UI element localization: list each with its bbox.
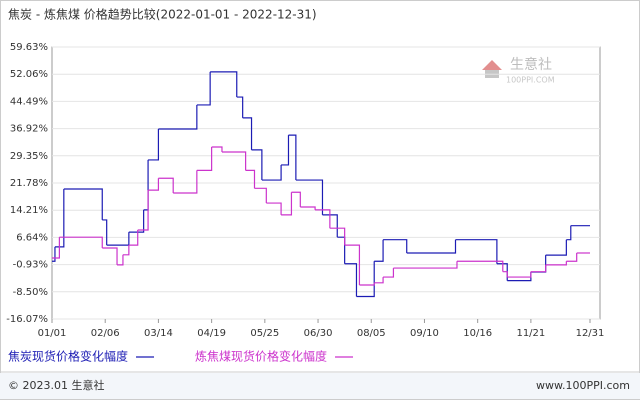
y-tick-label: 44.49% bbox=[10, 96, 48, 107]
series-line bbox=[236, 96, 244, 118]
series-line bbox=[211, 146, 223, 153]
series-line bbox=[148, 178, 160, 191]
y-tick-label: 6.64% bbox=[16, 232, 48, 243]
legend-label: 焦炭现货价格变化幅度 bbox=[8, 349, 128, 364]
series-line bbox=[295, 179, 324, 215]
series-line bbox=[545, 239, 567, 256]
x-tick-label: 10/16 bbox=[463, 328, 492, 339]
series-line bbox=[196, 146, 213, 171]
series-line bbox=[545, 261, 567, 266]
y-tick-label: -0.93% bbox=[13, 260, 48, 271]
x-tick-label: 02/06 bbox=[91, 328, 120, 339]
series-line bbox=[322, 214, 338, 238]
legend-label: 炼焦煤现货价格变化幅度 bbox=[195, 349, 327, 364]
series-line bbox=[566, 252, 578, 262]
series-line bbox=[102, 247, 118, 265]
x-tick-label: 05/25 bbox=[250, 328, 279, 339]
series-line bbox=[455, 239, 498, 264]
series-line bbox=[254, 187, 267, 204]
series-line bbox=[158, 104, 198, 130]
series-line bbox=[242, 117, 253, 150]
series-line bbox=[507, 271, 532, 278]
series-line bbox=[281, 135, 290, 166]
x-tick-label: 08/05 bbox=[357, 328, 386, 339]
series-line bbox=[359, 282, 375, 286]
series-line bbox=[300, 206, 316, 210]
x-tick-label: 09/10 bbox=[410, 328, 439, 339]
series-line bbox=[102, 219, 108, 246]
series-line bbox=[106, 232, 130, 246]
series-line bbox=[281, 192, 293, 216]
y-tick-label: 14.21% bbox=[10, 205, 48, 216]
series-line bbox=[393, 261, 458, 269]
series-line bbox=[329, 227, 346, 246]
y-tick-label: 59.63% bbox=[10, 42, 48, 53]
footer-band bbox=[0, 373, 640, 399]
series-line bbox=[122, 245, 130, 256]
series-line bbox=[383, 268, 395, 278]
series-line bbox=[315, 209, 331, 229]
series-line bbox=[566, 225, 572, 241]
series-line bbox=[148, 129, 160, 161]
series-line bbox=[266, 202, 282, 215]
series-line bbox=[530, 264, 547, 273]
series-line bbox=[173, 170, 198, 194]
x-tick-label: 03/14 bbox=[144, 328, 173, 339]
x-tick-label: 12/31 bbox=[576, 328, 605, 339]
y-tick-label: 21.78% bbox=[10, 178, 48, 189]
series-line bbox=[52, 237, 60, 259]
series-line bbox=[63, 188, 103, 220]
series-line bbox=[383, 239, 408, 253]
footer-url: www.100PPI.com bbox=[536, 379, 630, 392]
series-line bbox=[261, 164, 282, 181]
footer-copyright: © 2023.01 生意社 bbox=[8, 378, 104, 392]
series-line bbox=[374, 239, 384, 262]
series-line bbox=[128, 229, 139, 246]
series-line bbox=[344, 244, 361, 285]
x-tick-label: 11/21 bbox=[516, 328, 545, 339]
series-line bbox=[245, 169, 256, 189]
series-line bbox=[210, 71, 238, 98]
y-tick-label: 36.92% bbox=[10, 124, 48, 135]
watermark-name: 生意社 bbox=[510, 56, 552, 73]
chart-title: 焦炭 - 炼焦煤 价格趋势比较(2022-01-01 - 2022-12-31) bbox=[8, 7, 317, 22]
series-line bbox=[288, 134, 297, 181]
series-line bbox=[196, 71, 211, 106]
series-line bbox=[251, 149, 263, 181]
series-line bbox=[502, 271, 508, 278]
series-line bbox=[54, 189, 65, 248]
y-tick-label: -16.07% bbox=[6, 314, 48, 325]
watermark-logo bbox=[482, 60, 502, 70]
series-line bbox=[128, 209, 145, 233]
series-line bbox=[374, 277, 384, 284]
series-line bbox=[158, 177, 174, 193]
y-tick-label: 29.35% bbox=[10, 151, 48, 162]
series-line bbox=[291, 191, 301, 208]
series-line bbox=[137, 190, 149, 231]
series-line bbox=[456, 260, 504, 272]
y-tick-label: 52.06% bbox=[10, 69, 48, 80]
series-line bbox=[344, 263, 358, 297]
series-line bbox=[59, 236, 103, 248]
series-line bbox=[52, 246, 56, 262]
series-line bbox=[406, 239, 457, 254]
x-tick-label: 06/30 bbox=[304, 328, 333, 339]
x-tick-label: 04/19 bbox=[197, 328, 226, 339]
series-line bbox=[117, 254, 124, 266]
watermark-site: 100PPI.COM bbox=[506, 76, 555, 85]
y-tick-label: -8.50% bbox=[13, 287, 48, 298]
series-line bbox=[356, 261, 375, 298]
x-tick-label: 01/01 bbox=[38, 328, 67, 339]
series-line bbox=[221, 151, 247, 171]
